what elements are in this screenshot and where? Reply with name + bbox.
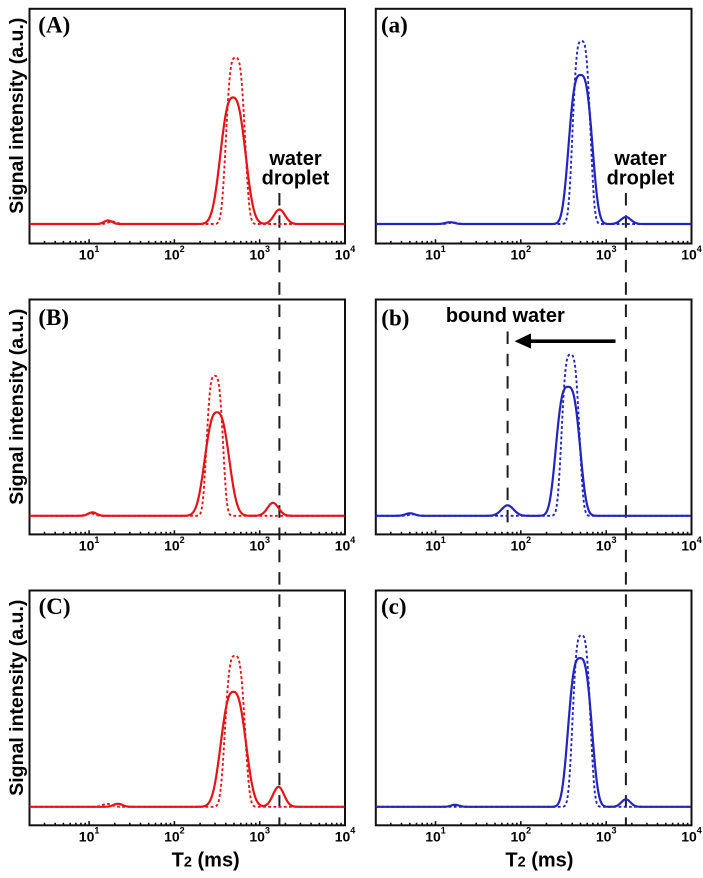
svg-text:103: 103 <box>249 535 270 554</box>
svg-text:104: 104 <box>335 244 356 263</box>
svg-text:droplet: droplet <box>262 167 330 189</box>
svg-text:(b): (b) <box>381 305 409 330</box>
svg-text:101: 101 <box>79 535 100 554</box>
svg-text:Signal intensity (a.u.): Signal intensity (a.u.) <box>6 309 28 505</box>
svg-text:102: 102 <box>511 826 532 845</box>
svg-text:103: 103 <box>249 244 270 263</box>
svg-text:(C): (C) <box>39 594 71 619</box>
svg-text:103: 103 <box>596 244 617 263</box>
svg-text:(c): (c) <box>381 594 407 619</box>
svg-text:102: 102 <box>164 826 185 845</box>
svg-text:101: 101 <box>425 826 446 845</box>
svg-text:102: 102 <box>511 535 532 554</box>
svg-text:Signal intensity (a.u.): Signal intensity (a.u.) <box>6 18 28 214</box>
svg-text:104: 104 <box>681 826 702 845</box>
svg-text:bound water: bound water <box>446 305 565 327</box>
svg-text:T2 (ms): T2 (ms) <box>505 849 573 871</box>
svg-text:101: 101 <box>79 826 100 845</box>
svg-text:(a): (a) <box>381 13 408 38</box>
svg-text:101: 101 <box>79 244 100 263</box>
svg-text:102: 102 <box>164 244 185 263</box>
svg-text:103: 103 <box>596 535 617 554</box>
svg-text:103: 103 <box>249 826 270 845</box>
svg-text:101: 101 <box>425 535 446 554</box>
svg-text:Signal intensity (a.u.): Signal intensity (a.u.) <box>6 600 28 796</box>
svg-text:water: water <box>268 148 321 170</box>
svg-text:(B): (B) <box>38 305 69 330</box>
svg-text:102: 102 <box>511 244 532 263</box>
svg-text:103: 103 <box>596 826 617 845</box>
svg-text:droplet: droplet <box>607 167 675 189</box>
svg-text:101: 101 <box>425 244 446 263</box>
svg-text:104: 104 <box>681 535 702 554</box>
svg-text:T2 (ms): T2 (ms) <box>172 849 240 871</box>
svg-text:(A): (A) <box>38 12 70 37</box>
svg-text:water: water <box>613 148 666 170</box>
svg-text:104: 104 <box>681 244 702 263</box>
svg-text:104: 104 <box>335 826 356 845</box>
svg-text:102: 102 <box>164 535 185 554</box>
svg-text:104: 104 <box>335 535 356 554</box>
